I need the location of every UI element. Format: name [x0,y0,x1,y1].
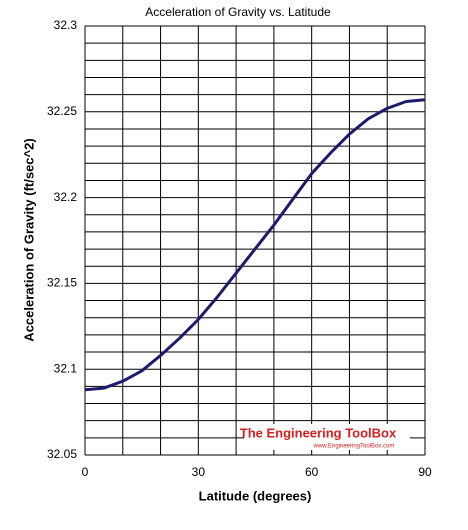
y-axis-label: Acceleration of Gravity (ft/sec^2) [21,138,36,341]
watermark: The Engineering ToolBox [240,425,397,440]
y-tick-label: 32.05 [47,447,77,461]
x-tick-label: 0 [82,465,89,479]
x-tick-label: 60 [305,465,319,479]
y-tick-label: 32.3 [54,18,78,32]
x-axis-label: Latitude (degrees) [199,488,312,503]
y-tick-label: 32.15 [47,276,77,290]
x-tick-label: 90 [418,465,432,479]
chart-title: Acceleration of Gravity vs. Latitude [145,5,331,19]
y-tick-label: 32.1 [54,361,78,375]
watermark-bg [244,424,410,450]
watermark-url: www.EngineeringToolBox.com [313,444,395,450]
x-tick-label: 30 [192,465,206,479]
y-tick-label: 32.25 [47,104,77,118]
y-tick-label: 32.2 [54,190,78,204]
data-line [84,98,426,392]
